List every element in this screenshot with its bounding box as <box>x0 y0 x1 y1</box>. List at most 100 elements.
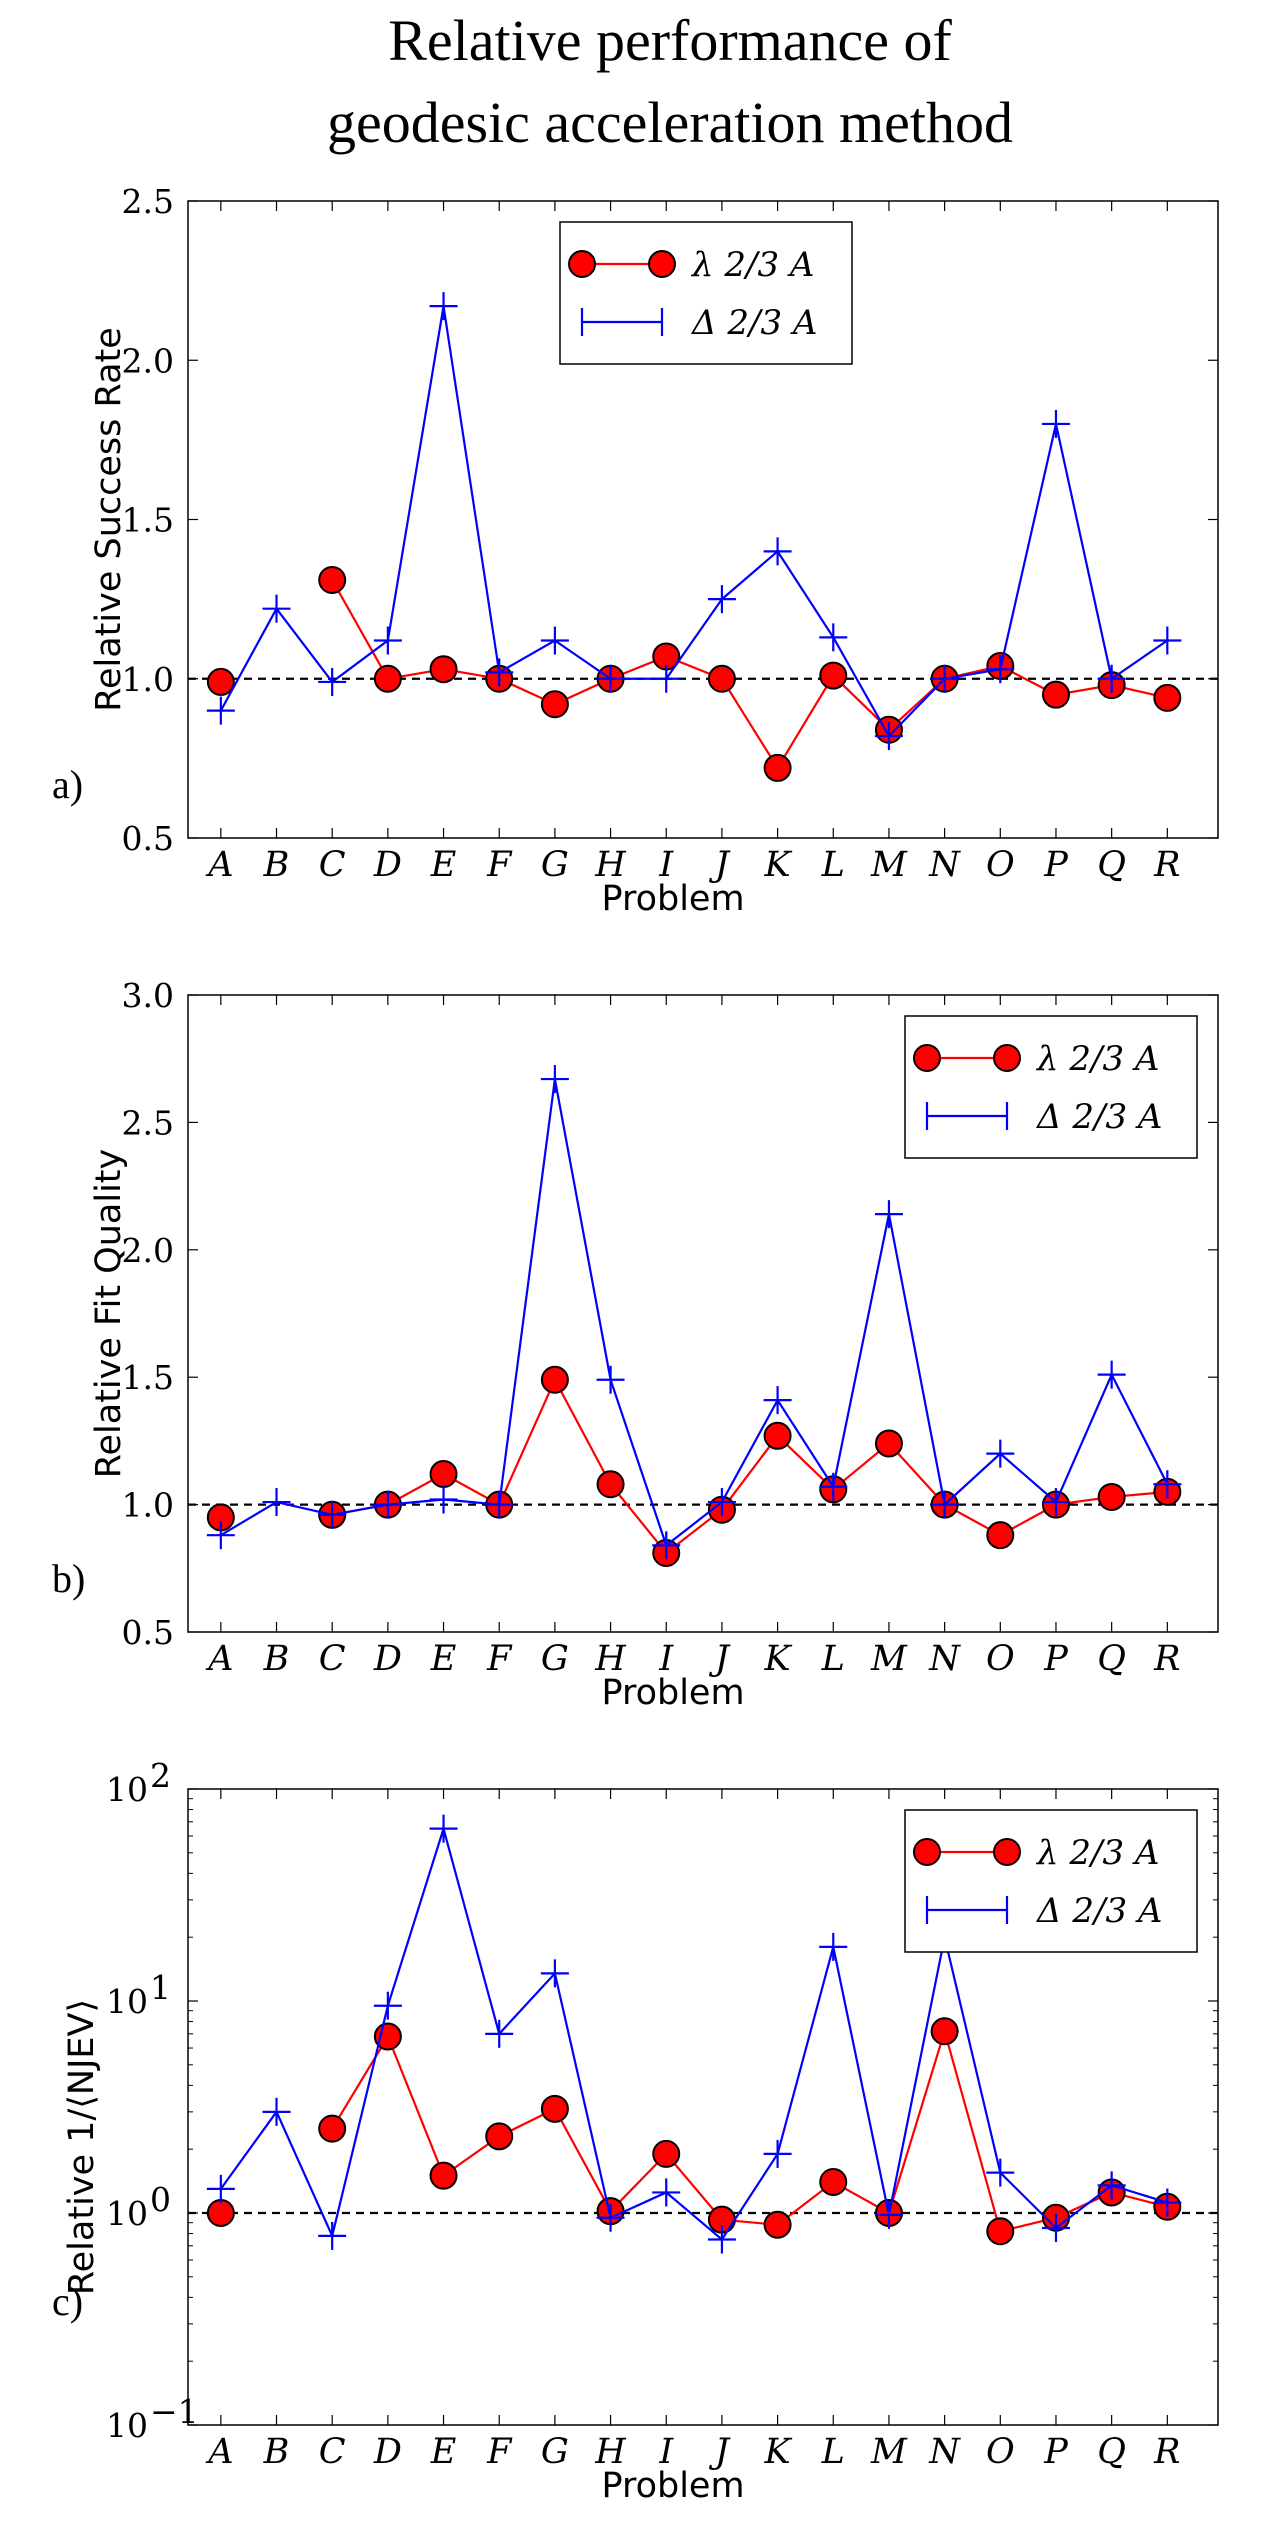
data-point-A <box>206 2199 235 2227</box>
data-point-K <box>763 1386 792 1415</box>
y-tick-label: 1.5 <box>122 501 174 540</box>
legend-box <box>559 221 853 365</box>
x-tick-label: A <box>205 1639 233 1679</box>
legend-marker-circle <box>648 250 676 278</box>
data-point-O <box>986 1439 1015 1468</box>
x-tick-label: G <box>541 1639 569 1679</box>
y-tick-exponent: 2 <box>150 1756 171 1795</box>
data-point-P <box>1041 680 1070 709</box>
y-tick-exponent: 1 <box>150 1968 171 2007</box>
panel-label: a) <box>52 762 83 807</box>
y-tick-label: 10 <box>106 2406 148 2445</box>
data-point-D <box>373 626 402 655</box>
x-tick-label: N <box>928 1639 961 1679</box>
data-point-J <box>707 664 736 693</box>
y-tick-label: 2.0 <box>122 1231 174 1270</box>
x-tick-label: M <box>870 2432 908 2472</box>
x-tick-label: O <box>986 2432 1015 2472</box>
data-point-G <box>540 1959 569 1988</box>
legend-label: Δ 2/3 A <box>690 303 817 343</box>
x-tick-label: M <box>870 1639 908 1679</box>
legend-marker-circle <box>913 1838 941 1866</box>
data-point-M <box>874 1429 903 1458</box>
x-tick-label: H <box>594 1639 627 1679</box>
x-tick-label: R <box>1153 2432 1180 2472</box>
x-tick-label: A <box>205 2432 233 2472</box>
x-tick-label: N <box>928 845 961 885</box>
x-tick-label: F <box>486 845 513 885</box>
series-delta <box>206 292 1182 751</box>
x-tick-label: R <box>1153 845 1180 885</box>
legend-label: Δ 2/3 A <box>1035 1097 1162 1137</box>
panel-label: c) <box>52 2279 83 2324</box>
data-point-C <box>318 2114 347 2143</box>
data-point-I <box>652 2139 681 2168</box>
legend-marker-circle <box>993 1044 1021 1072</box>
data-point-L <box>819 2168 848 2197</box>
x-tick-label: N <box>928 2432 961 2472</box>
plot-area-frame <box>187 1788 1219 2426</box>
legend: λ 2/3 A Δ 2/3 A <box>904 1809 1198 1953</box>
data-point-P <box>1041 2213 1070 2242</box>
data-point-J <box>707 585 736 614</box>
data-point-N <box>930 664 959 693</box>
legend-label: Δ 2/3 A <box>1035 1891 1162 1931</box>
data-point-Q <box>1097 1360 1126 1389</box>
x-tick-label: C <box>319 1639 346 1679</box>
x-tick-label: O <box>986 845 1015 885</box>
x-tick-label: L <box>821 845 845 885</box>
data-point-N <box>930 2017 959 2046</box>
legend-marker-circle <box>993 1838 1021 1866</box>
y-tick-label: 1.0 <box>122 1486 174 1525</box>
x-tick-label: P <box>1043 845 1069 885</box>
y-tick-base: 10 <box>106 2194 148 2233</box>
data-point-K <box>763 2210 792 2239</box>
data-point-K <box>763 2139 792 2168</box>
x-tick-label: C <box>319 845 346 885</box>
y-tick-exponent: −1 <box>150 2392 199 2431</box>
y-tick-base: 10 <box>106 2406 148 2445</box>
series-lambda <box>206 2017 1182 2246</box>
data-point-E <box>429 1814 458 1843</box>
series-line <box>331 579 1168 771</box>
data-point-M <box>874 722 903 751</box>
data-point-B <box>262 1488 291 1517</box>
x-tick-label: I <box>658 845 674 885</box>
y-tick-label: 1.0 <box>122 660 174 699</box>
data-point-F <box>485 1490 514 1519</box>
x-tick-label: O <box>986 1639 1015 1679</box>
data-point-P <box>1041 409 1070 438</box>
data-point-D <box>373 1991 402 2020</box>
x-tick-label: G <box>541 2432 569 2472</box>
y-tick-label: 3.0 <box>122 976 174 1015</box>
data-point-D <box>373 664 402 693</box>
data-point-R <box>1153 2188 1182 2217</box>
data-point-C <box>318 2221 347 2250</box>
data-point-F <box>485 2019 514 2048</box>
data-point-E <box>429 1485 458 1514</box>
data-point-K <box>763 753 792 782</box>
data-point-F <box>485 2122 514 2151</box>
data-point-K <box>763 537 792 566</box>
x-tick-label: F <box>486 2432 513 2472</box>
chart-panel-b: 0.5 1.0 1.5 2.0 2.5 3.0 A B C D E F G H I J K L M N O P Q R Prob… <box>52 976 1219 1713</box>
legend-marker-circle <box>913 1044 941 1072</box>
x-tick-label: J <box>709 1639 731 1679</box>
legend-label: λ 2/3 A <box>690 245 814 285</box>
series-line <box>331 1377 1168 1555</box>
data-point-H <box>596 1470 625 1499</box>
x-tick-label: C <box>319 2432 346 2472</box>
data-point-O <box>986 1521 1015 1550</box>
series-line <box>220 1078 1169 1548</box>
data-point-D <box>373 1490 402 1519</box>
x-tick-label: K <box>764 1639 793 1679</box>
data-point-O <box>986 2217 1015 2246</box>
data-point-J <box>707 2225 736 2254</box>
series-line <box>219 1824 1168 2242</box>
data-point-L <box>819 1472 848 1501</box>
x-tick-label: G <box>541 845 569 885</box>
data-point-E <box>429 1460 458 1489</box>
x-tick-label: M <box>870 845 908 885</box>
